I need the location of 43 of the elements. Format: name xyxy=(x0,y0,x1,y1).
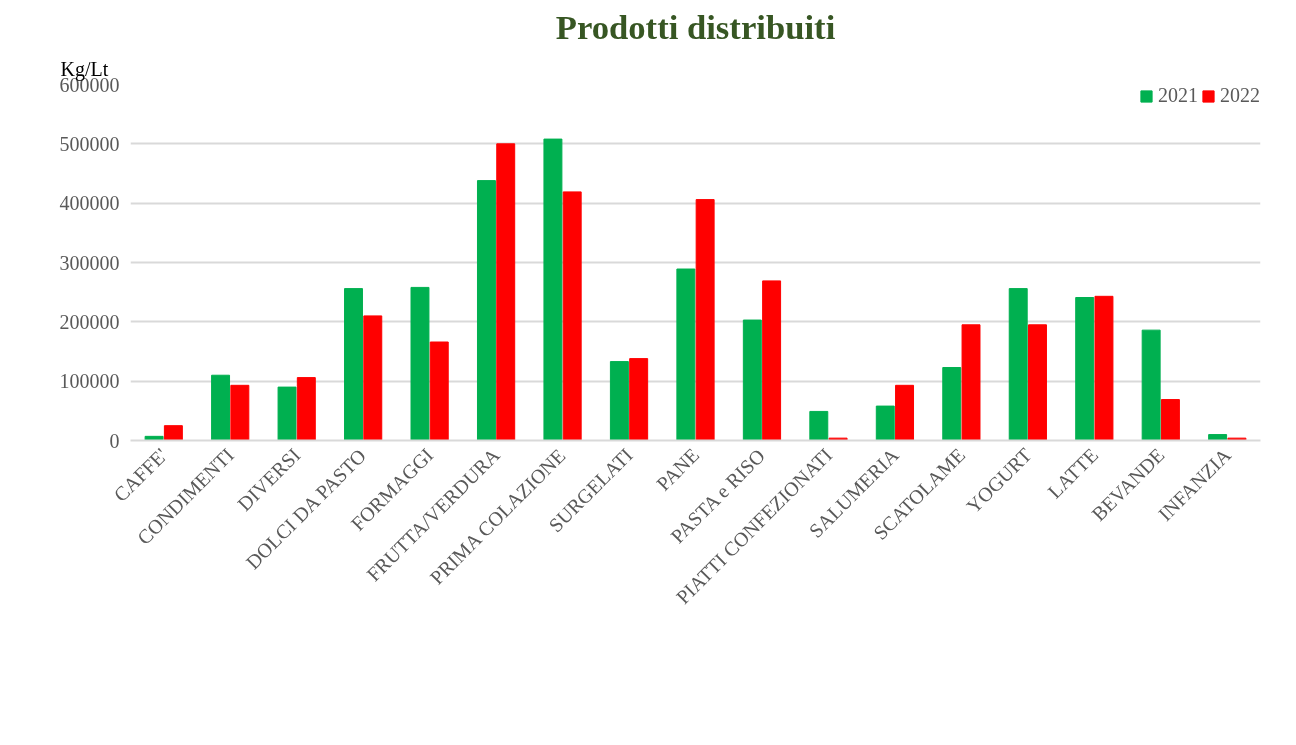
bar xyxy=(277,386,297,441)
bar xyxy=(742,319,762,441)
bar xyxy=(695,199,715,441)
legend-label: 2021 xyxy=(1158,84,1198,107)
y-tick-label: 500000 xyxy=(59,132,120,155)
bar xyxy=(1075,297,1095,441)
bar xyxy=(1141,329,1161,441)
y-tick-label: 300000 xyxy=(59,251,120,274)
bar xyxy=(676,268,696,441)
bar xyxy=(1028,324,1047,441)
bar xyxy=(144,435,164,441)
y-tick-label: 0 xyxy=(109,429,120,452)
bar xyxy=(543,138,563,441)
bar xyxy=(609,361,629,441)
chart-title: Prodotti distribuiti xyxy=(555,7,836,46)
bar xyxy=(363,315,383,441)
bar xyxy=(1094,295,1114,441)
bar xyxy=(476,180,496,441)
bar xyxy=(828,437,848,441)
bar xyxy=(1227,437,1247,441)
legend-label: 2022 xyxy=(1220,84,1260,107)
bar xyxy=(429,341,449,441)
bar xyxy=(1208,434,1228,441)
bar xyxy=(809,410,829,441)
bar xyxy=(163,425,183,441)
bar xyxy=(211,374,231,441)
bar xyxy=(296,377,316,441)
y-tick-label: 400000 xyxy=(59,192,120,215)
bar xyxy=(410,286,430,441)
y-tick-label: 200000 xyxy=(59,310,120,333)
bar xyxy=(496,143,516,441)
bar xyxy=(562,191,582,441)
bar xyxy=(961,324,981,441)
bar xyxy=(895,384,915,441)
bar xyxy=(875,405,895,441)
bar xyxy=(942,367,962,441)
bar xyxy=(344,288,363,441)
y-tick-label: 100000 xyxy=(59,370,120,393)
bar xyxy=(1008,288,1028,441)
bar xyxy=(762,280,782,441)
bar xyxy=(629,358,649,441)
bar xyxy=(230,384,250,441)
bar xyxy=(1160,399,1180,441)
